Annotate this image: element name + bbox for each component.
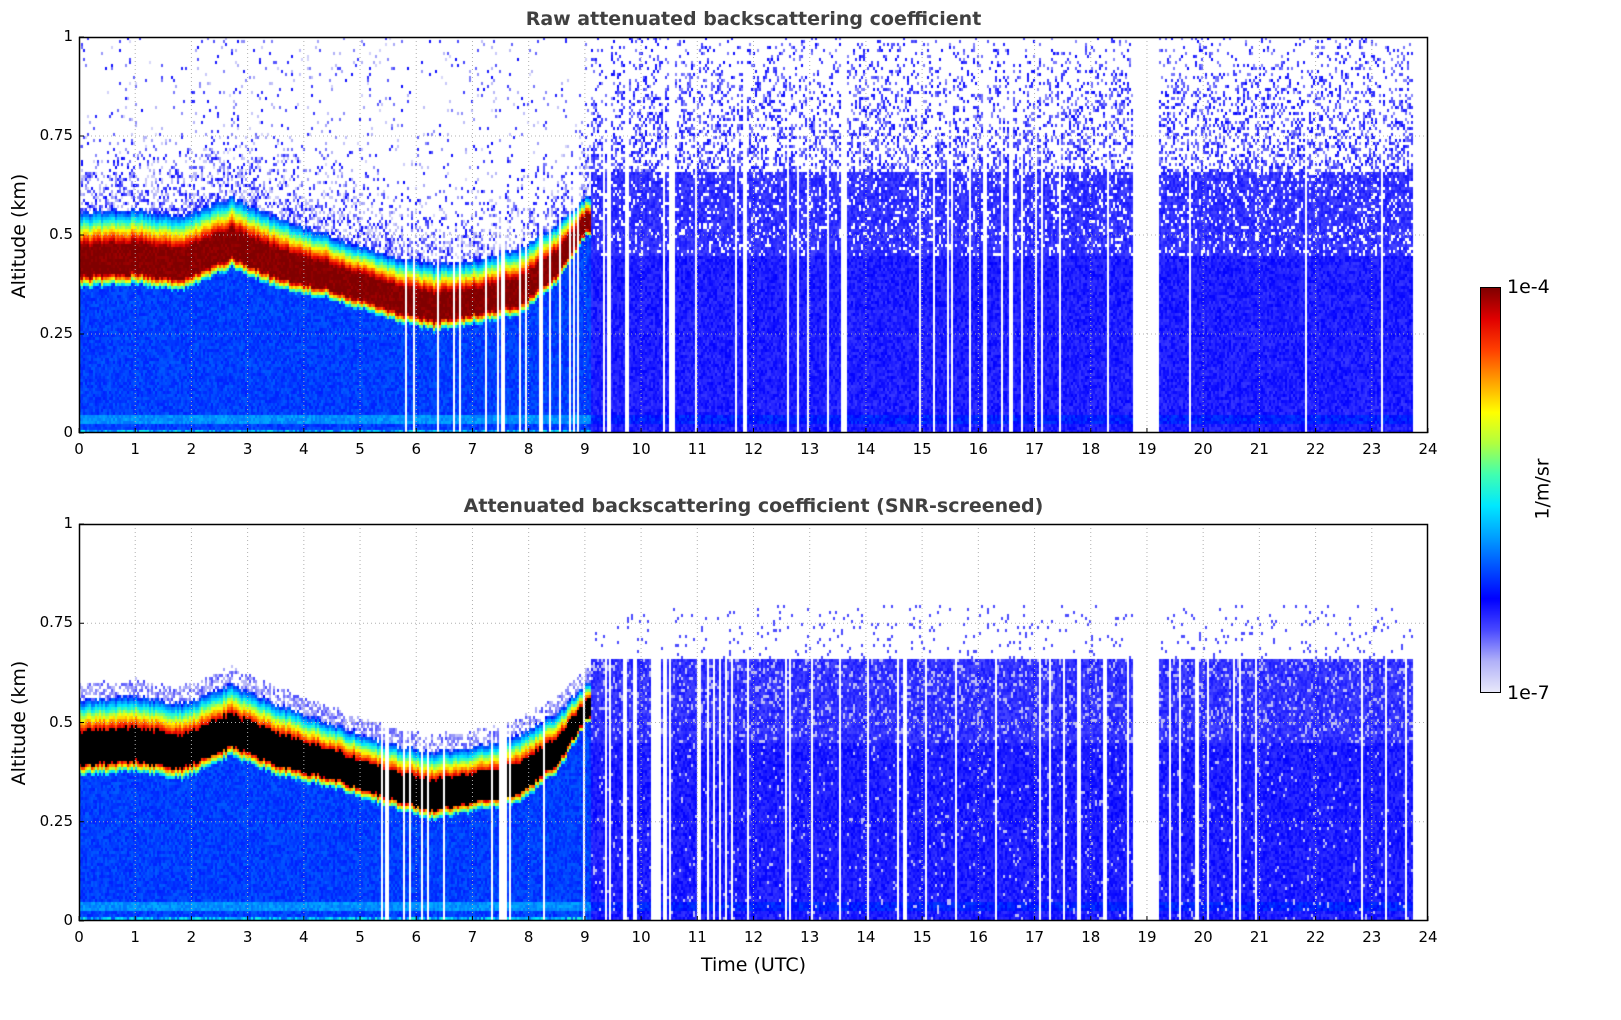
x-tick-label: 21 <box>1249 928 1269 946</box>
x-tick-label: 24 <box>1418 440 1438 458</box>
top-plot-area <box>78 36 1429 434</box>
x-tick-label: 7 <box>467 928 478 946</box>
y-tick-label: 0.75 <box>39 126 73 144</box>
x-tick-label: 13 <box>800 928 820 946</box>
y-tick-label: 0.5 <box>49 712 73 731</box>
x-tick-label: 18 <box>1081 440 1101 458</box>
x-axis-label: Time (UTC) <box>700 954 807 976</box>
x-tick-label: 6 <box>411 440 422 458</box>
x-tick-label: 17 <box>1024 928 1045 946</box>
x-tick-label: 8 <box>523 440 534 458</box>
x-tick-label: 3 <box>242 928 253 946</box>
plot-frame <box>78 36 1429 434</box>
y-tick-label: 0.5 <box>49 225 73 243</box>
x-tick-label: 16 <box>968 440 988 458</box>
x-tick-label: 9 <box>580 928 590 946</box>
x-tick-label: 20 <box>1193 440 1213 458</box>
x-tick-label: 7 <box>467 440 478 458</box>
colorbar-min-label: 1e-7 <box>1507 682 1550 704</box>
bottom-chart-title: Attenuated backscattering coefficient (S… <box>463 495 1044 517</box>
x-tick-label: 12 <box>743 928 764 946</box>
y-tick-label: 1 <box>63 514 73 532</box>
y-tick-label: 0 <box>63 911 73 929</box>
x-tick-label: 1 <box>130 928 140 946</box>
x-tick-label: 13 <box>800 440 820 458</box>
x-tick-label: 15 <box>912 440 932 458</box>
colorbar <box>1480 287 1501 693</box>
x-tick-label: 22 <box>1306 928 1326 946</box>
colorbar-max-label: 1e-4 <box>1507 276 1550 298</box>
x-tick-label: 0 <box>74 928 84 946</box>
x-tick-label: 4 <box>299 440 309 458</box>
x-tick-label: 21 <box>1249 440 1269 458</box>
x-tick-label: 10 <box>631 928 651 946</box>
x-tick-label: 3 <box>242 440 253 458</box>
x-tick-label: 11 <box>687 440 707 458</box>
x-tick-label: 0 <box>74 440 84 458</box>
x-tick-label: 2 <box>186 928 197 946</box>
x-tick-label: 4 <box>299 928 309 946</box>
top-axes <box>78 36 1429 434</box>
bottom-axes <box>78 523 1429 922</box>
top-chart-title: Raw attenuated backscattering coefficien… <box>525 8 982 30</box>
x-tick-label: 19 <box>1137 928 1157 946</box>
x-tick-label: 23 <box>1362 440 1382 458</box>
x-tick-label: 11 <box>687 928 707 946</box>
y-tick-label: 1 <box>63 27 73 45</box>
x-tick-label: 16 <box>968 928 988 946</box>
x-tick-label: 14 <box>856 928 876 946</box>
bottom-plot-area <box>78 523 1429 922</box>
y-tick-label: 0.75 <box>39 613 73 632</box>
colorbar-unit-label: 1/m/sr <box>1531 458 1554 520</box>
x-tick-label: 14 <box>856 440 876 458</box>
x-tick-label: 22 <box>1306 440 1326 458</box>
x-tick-label: 23 <box>1362 928 1382 946</box>
x-tick-label: 5 <box>355 440 365 458</box>
x-tick-label: 2 <box>186 440 197 458</box>
y-tick-label: 0.25 <box>39 324 73 342</box>
x-tick-label: 9 <box>580 440 590 458</box>
x-tick-label: 5 <box>355 928 365 946</box>
x-tick-label: 15 <box>912 928 932 946</box>
y-tick-label: 0.25 <box>39 811 73 830</box>
x-tick-label: 6 <box>411 928 422 946</box>
x-tick-label: 19 <box>1137 440 1157 458</box>
x-tick-label: 18 <box>1081 928 1101 946</box>
x-tick-label: 24 <box>1418 928 1438 946</box>
x-tick-label: 17 <box>1024 440 1045 458</box>
plot-frame <box>78 523 1429 922</box>
y-tick-label: 0 <box>63 423 73 441</box>
x-tick-label: 8 <box>523 928 534 946</box>
x-tick-label: 12 <box>743 440 764 458</box>
x-tick-label: 10 <box>631 440 651 458</box>
x-tick-label: 20 <box>1193 928 1213 946</box>
x-tick-label: 1 <box>130 440 140 458</box>
